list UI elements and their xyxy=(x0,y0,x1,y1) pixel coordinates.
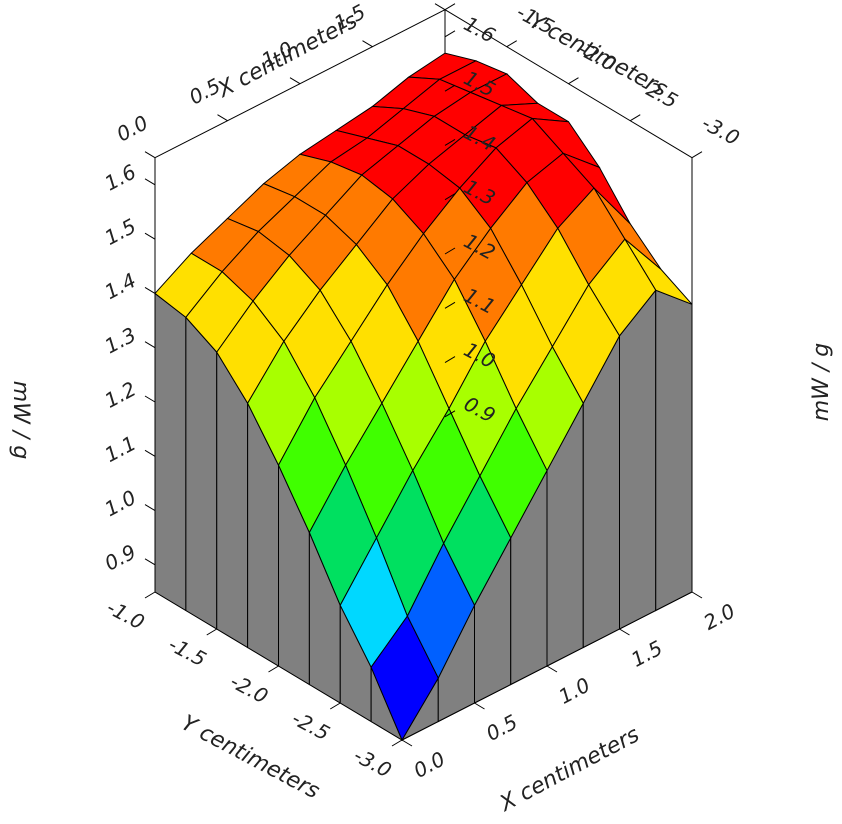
x-top-tick xyxy=(217,114,228,122)
x-top-tick-label: 0.0 xyxy=(113,110,152,146)
y-top-tick xyxy=(691,151,703,159)
z-right-tick xyxy=(444,30,456,38)
z-left-tick xyxy=(144,232,156,240)
z-right-tick xyxy=(444,410,456,418)
z-right-tick-label: 1.6 xyxy=(460,11,499,47)
y-top-tick xyxy=(444,3,456,11)
z-left-tick xyxy=(144,286,156,294)
x-top-tick xyxy=(434,3,446,11)
x-tick-label: 2.0 xyxy=(700,599,739,635)
x-tick-label: 1.0 xyxy=(555,673,594,709)
y-top-tick xyxy=(629,114,641,122)
x-tick xyxy=(546,665,558,673)
wall-panel xyxy=(185,316,218,630)
y-tick xyxy=(144,591,156,599)
z-left-tick xyxy=(144,395,156,403)
x-top-tick xyxy=(362,40,373,48)
z-left-tick xyxy=(144,178,156,186)
x-top-tick xyxy=(144,151,156,159)
y-tick-label: -1.5 xyxy=(165,632,211,672)
y-top-tick-label: -1.0 xyxy=(451,0,497,2)
z-left-tick-label: 0.9 xyxy=(101,539,140,575)
y-tick xyxy=(206,628,218,636)
z-right-tick xyxy=(444,356,456,364)
surface-cell xyxy=(370,615,439,742)
x-tick xyxy=(691,591,703,599)
z-left-tick-label: 1.0 xyxy=(101,485,140,521)
y-tick-label: -2.0 xyxy=(226,669,272,709)
x-tick-label: 0.0 xyxy=(410,747,449,783)
x-tick-label: 1.5 xyxy=(627,636,666,672)
z-left-tick xyxy=(144,449,156,457)
y-top-tick-label: -3.0 xyxy=(698,111,744,151)
z-left-tick xyxy=(144,504,156,512)
z-left-tick-label: 1.3 xyxy=(101,322,140,358)
z-right-axis-title: mW / g xyxy=(809,343,834,422)
y-tick xyxy=(391,739,403,747)
z-right-tick xyxy=(444,247,456,255)
z-right-tick xyxy=(444,84,456,92)
z-right-tick xyxy=(444,301,456,309)
axis-ticks xyxy=(144,3,703,747)
y-tick xyxy=(268,665,279,673)
y-tick-label: -1.0 xyxy=(103,595,149,635)
x-tick xyxy=(401,739,413,747)
z-left-tick-label: 1.5 xyxy=(101,214,140,250)
z-left-tick-label: 1.6 xyxy=(101,159,140,195)
x-top-tick xyxy=(289,77,301,85)
z-left-tick xyxy=(144,558,156,566)
z-left-tick-label: 1.1 xyxy=(101,431,140,467)
z-right-tick xyxy=(444,193,456,201)
y-tick xyxy=(329,702,341,710)
x-tick xyxy=(619,628,630,636)
x-tick xyxy=(474,702,485,710)
y-tick-label: -2.5 xyxy=(288,706,334,746)
wall-panel xyxy=(655,289,693,612)
wall-panel xyxy=(619,288,657,630)
y-tick-label: -3.0 xyxy=(350,743,396,783)
y-top-axis-title: Y centimeters xyxy=(525,9,671,103)
z-left-tick-label: 1.4 xyxy=(101,268,140,304)
z-left-axis-title: mW / g xyxy=(8,381,33,460)
y-top-tick xyxy=(568,77,579,85)
y-top-tick xyxy=(506,40,518,48)
z-right-tick xyxy=(444,138,456,146)
z-left-tick-label: 1.2 xyxy=(101,377,140,413)
x-axis-title: X centimeters xyxy=(495,722,644,817)
x-tick-label: 0.5 xyxy=(482,710,521,746)
x-top-axis-title: X centimeters xyxy=(213,8,362,103)
z-left-tick xyxy=(144,341,156,349)
surface-mesh xyxy=(154,52,693,742)
wall-panel xyxy=(154,292,187,612)
